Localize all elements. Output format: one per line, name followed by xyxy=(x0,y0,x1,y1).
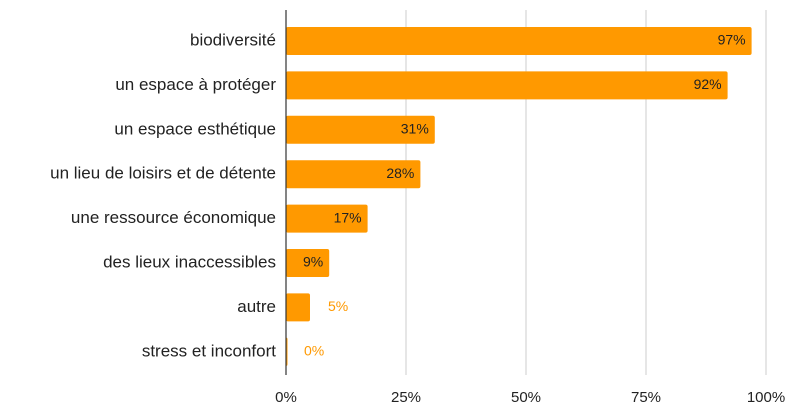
bar xyxy=(286,115,435,144)
category-label: des lieux inaccessibles xyxy=(103,252,276,271)
value-label: 28% xyxy=(386,165,414,181)
category-label: autre xyxy=(237,297,276,316)
value-label: 31% xyxy=(401,121,429,137)
category-label: un lieu de loisirs et de détente xyxy=(50,164,276,183)
x-tick-label: 0% xyxy=(275,389,297,406)
value-label: 92% xyxy=(694,76,722,92)
x-tick-label: 50% xyxy=(511,389,541,406)
bar xyxy=(286,204,368,233)
category-label: stress et inconfort xyxy=(142,341,276,360)
category-label: une ressource économique xyxy=(71,208,276,227)
bar xyxy=(286,27,752,55)
value-label: 0% xyxy=(304,343,324,359)
value-label: 5% xyxy=(328,298,348,314)
category-label: un espace à protéger xyxy=(115,75,276,94)
x-tick-label: 100% xyxy=(747,389,785,406)
bar xyxy=(286,71,728,100)
x-tick-label: 25% xyxy=(391,389,421,406)
value-label: 17% xyxy=(334,209,362,225)
value-label: 9% xyxy=(303,254,323,270)
category-label: biodiversité xyxy=(190,30,276,49)
value-label: 97% xyxy=(718,32,746,48)
bar xyxy=(286,160,421,189)
category-label: un espace esthétique xyxy=(114,119,276,138)
bar xyxy=(286,249,330,277)
bar xyxy=(286,293,310,322)
x-tick-label: 75% xyxy=(631,389,661,406)
